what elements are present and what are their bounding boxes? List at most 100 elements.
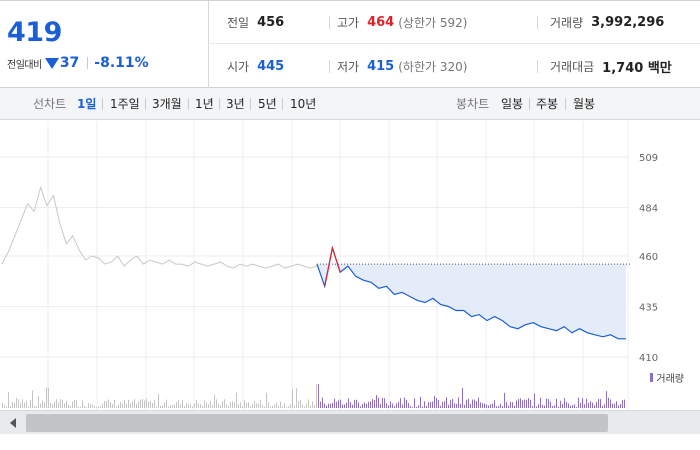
tab-period-3y[interactable]: 3년: [226, 97, 245, 111]
change-value: 37: [59, 55, 80, 71]
volume-bar: [490, 404, 491, 408]
scroll-left-button[interactable]: [0, 411, 26, 434]
volume-bar: [356, 399, 357, 408]
volume-bar: [136, 403, 137, 408]
volume-bar: [204, 400, 205, 408]
volume-bar: [328, 403, 329, 408]
volume-bar: [398, 401, 399, 408]
volume-bar: [484, 403, 485, 408]
volume-bar: [78, 406, 79, 408]
volume-bar: [570, 405, 571, 408]
volume-bar: [230, 402, 231, 408]
volume-bar: [192, 406, 193, 408]
volume-bar: [436, 398, 437, 408]
info-row-1: 전일 456 고가 464 (상한가 592) 거래량 3,992,296: [210, 1, 700, 44]
tab-candle-daily[interactable]: 일봉: [501, 97, 524, 111]
volume-bar: [392, 403, 393, 408]
volume-bar: [86, 406, 87, 408]
volume-bar: [544, 405, 545, 408]
volume-bar: [96, 406, 97, 408]
volume-bar: [148, 401, 149, 408]
high-value: 464: [367, 15, 395, 30]
volume-bar: [324, 403, 325, 408]
volume-bar: [30, 399, 31, 408]
volume-bar: [4, 405, 5, 408]
tab-candle-monthly[interactable]: 월봉: [573, 97, 596, 111]
volume-bar: [374, 399, 375, 408]
volume-bar: [442, 401, 443, 408]
volume-bar: [128, 399, 129, 408]
volume-bar: [582, 398, 583, 408]
series-line-today: [316, 245, 626, 340]
volume-bar: [514, 405, 515, 408]
tab-period-1y[interactable]: 1년: [195, 97, 214, 111]
open-label: 시가: [227, 60, 250, 74]
volume-bar: [52, 404, 53, 408]
volume-bar: [54, 401, 55, 408]
volume-bar: [80, 406, 81, 408]
volume-bar: [66, 400, 67, 408]
volume-bar: [22, 399, 23, 408]
tab-period-3m[interactable]: 3개월: [152, 97, 182, 111]
volume-bar: [180, 404, 181, 408]
volume-bar: [396, 403, 397, 408]
volume-bar: [472, 399, 473, 408]
volume-bar: [592, 402, 593, 408]
volume-bar: [2, 403, 3, 408]
volume-bar: [416, 406, 417, 408]
volume-bar: [254, 400, 255, 408]
change-label: 전일대비: [7, 59, 42, 71]
volume-bar: [530, 399, 531, 408]
volume-info: 거래량 3,992,296: [550, 1, 664, 44]
volume-bar: [28, 406, 29, 408]
volume-bar: [616, 401, 617, 408]
volume-bar: [476, 401, 477, 408]
volume-bar: [452, 399, 453, 408]
horizontal-scrollbar[interactable]: [0, 410, 700, 434]
volume-bar: [536, 406, 537, 408]
volume-bar: [250, 406, 251, 408]
volume-bar: [578, 397, 579, 408]
volume-bar: [308, 399, 309, 408]
volume-bar: [368, 402, 369, 408]
divider: [282, 98, 283, 110]
volume-bar: [440, 405, 441, 408]
volume-bar: [304, 406, 305, 408]
price-chart: 509 484 460 435 410: [0, 121, 700, 367]
tab-period-10y[interactable]: 10년: [290, 97, 317, 111]
volume-bar: [512, 402, 513, 408]
tab-period-1w[interactable]: 1주일: [110, 97, 140, 111]
high-label: 고가: [337, 16, 360, 30]
volume-bar: [540, 397, 541, 408]
volume-bar: [534, 393, 535, 408]
volume-bar: [428, 402, 429, 408]
tab-period-1d[interactable]: 1일: [77, 97, 97, 111]
volume-bar: [20, 402, 21, 408]
volume-bar: [14, 403, 15, 408]
tab-period-5y[interactable]: 5년: [258, 97, 277, 111]
volume-bar: [338, 400, 339, 408]
volume-chart-svg: [2, 367, 629, 410]
volume-bar: [130, 403, 131, 408]
volume-bar: [132, 401, 133, 408]
volume-bar: [598, 398, 599, 408]
volume-bar: [558, 406, 559, 408]
volume-bar: [216, 399, 217, 408]
change-line: 전일대비 37 -8.11%: [7, 53, 149, 73]
volume-value: 3,992,296: [591, 15, 665, 30]
volume-bar: [166, 399, 167, 408]
upper-limit: (상한가 592): [398, 16, 468, 30]
volume-bar: [244, 400, 245, 408]
volume-bar: [528, 398, 529, 408]
volume-bar: [590, 401, 591, 408]
volume-bar: [208, 404, 209, 408]
volume-bar: [218, 403, 219, 408]
tab-candle-weekly[interactable]: 주봉: [536, 97, 559, 111]
volume-bar: [42, 400, 43, 408]
volume-bar: [462, 388, 463, 408]
volume-bar: [288, 406, 289, 408]
scroll-thumb[interactable]: [26, 414, 608, 432]
volume-bar: [284, 403, 285, 408]
volume-bar: [70, 405, 71, 408]
